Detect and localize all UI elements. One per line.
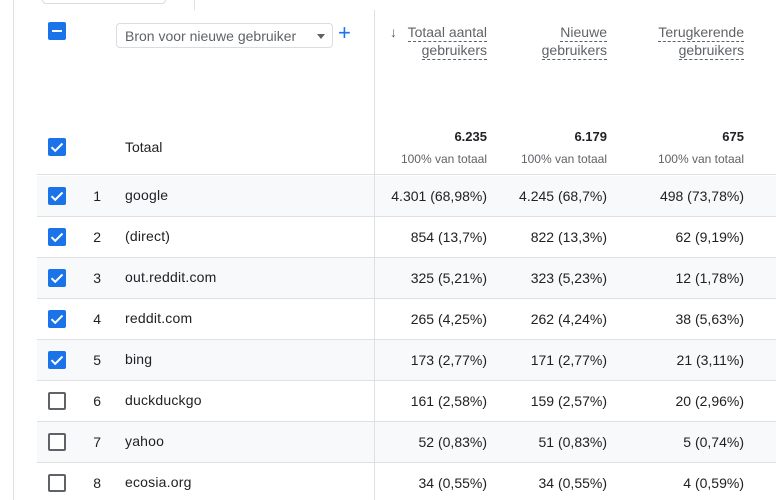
- row-new-users: 4.245 (68,7%): [519, 188, 607, 204]
- row-returning-users: 20 (2,96%): [675, 393, 744, 409]
- column-divider: [374, 10, 375, 500]
- row-total-users: 52 (0,83%): [418, 434, 487, 450]
- table-row[interactable]: 1 google 4.301 (68,98%) 4.245 (68,7%) 49…: [37, 176, 776, 217]
- totals-label: Totaal: [125, 139, 163, 155]
- table-header: Bron voor nieuwe gebruiker + ↓ Totaal aa…: [37, 10, 776, 175]
- row-checkbox[interactable]: [48, 392, 66, 410]
- row-index: 2: [93, 229, 101, 245]
- row-index: 3: [93, 270, 101, 286]
- check-icon: [50, 355, 64, 366]
- dimension-dropdown[interactable]: Bron voor nieuwe gebruiker: [116, 23, 333, 48]
- table-row[interactable]: 8 ecosia.org 34 (0,55%) 34 (0,55%) 4 (0,…: [37, 463, 776, 500]
- row-total-users: 4.301 (68,98%): [391, 188, 487, 204]
- table-row[interactable]: 2 (direct) 854 (13,7%) 822 (13,3%) 62 (9…: [37, 217, 776, 258]
- row-checkbox[interactable]: [48, 228, 66, 246]
- table-row[interactable]: 5 bing 173 (2,77%) 171 (2,77%) 21 (3,11%…: [37, 340, 776, 381]
- row-new-users: 822 (13,3%): [530, 229, 607, 245]
- row-total-users: 173 (2,77%): [410, 352, 487, 368]
- table-row[interactable]: 4 reddit.com 265 (4,25%) 262 (4,24%) 38 …: [37, 299, 776, 340]
- row-source: yahoo: [125, 433, 165, 449]
- row-returning-users: 21 (3,11%): [676, 352, 744, 368]
- check-icon: [50, 273, 64, 284]
- select-all-checkbox[interactable]: [48, 22, 66, 40]
- row-new-users: 51 (0,83%): [538, 434, 607, 450]
- row-checkbox[interactable]: [48, 351, 66, 369]
- totals-checkbox[interactable]: [48, 138, 66, 156]
- row-index: 1: [93, 188, 101, 204]
- minus-icon: [52, 30, 62, 32]
- row-source: out.reddit.com: [125, 269, 217, 285]
- total-sub-total-users: 100% van totaal: [400, 152, 487, 166]
- row-returning-users: 5 (0,74%): [683, 434, 744, 450]
- sort-arrow-down-icon[interactable]: ↓: [390, 24, 397, 40]
- column-header-line1: Totaal aantal: [407, 24, 487, 42]
- check-icon: [50, 191, 64, 202]
- row-new-users: 34 (0,55%): [538, 475, 607, 491]
- row-checkbox[interactable]: [48, 433, 66, 451]
- row-source: google: [125, 187, 169, 203]
- row-index: 7: [93, 434, 101, 450]
- row-total-users: 161 (2,58%): [410, 393, 487, 409]
- row-total-users: 325 (5,21%): [410, 270, 487, 286]
- left-gutter: [0, 0, 14, 500]
- row-source: (direct): [125, 228, 171, 244]
- total-value-returning-users: 675: [722, 129, 744, 144]
- top-divider: [194, 0, 195, 10]
- row-new-users: 171 (2,77%): [530, 352, 607, 368]
- check-icon: [50, 232, 64, 243]
- table-row[interactable]: 3 out.reddit.com 325 (5,21%) 323 (5,23%)…: [37, 258, 776, 299]
- table-row[interactable]: 7 yahoo 52 (0,83%) 51 (0,83%) 5 (0,74%): [37, 422, 776, 463]
- row-checkbox[interactable]: [48, 269, 66, 287]
- row-total-users: 34 (0,55%): [418, 475, 487, 491]
- row-total-users: 265 (4,25%): [410, 311, 487, 327]
- total-value-total-users: 6.235: [454, 129, 487, 144]
- column-header-line2: gebruikers: [421, 42, 487, 60]
- row-checkbox[interactable]: [48, 474, 66, 492]
- caret-down-icon: [317, 34, 325, 39]
- column-header-line2: gebruikers: [678, 42, 744, 60]
- row-source: reddit.com: [125, 310, 193, 326]
- row-returning-users: 38 (5,63%): [675, 311, 744, 327]
- row-returning-users: 12 (1,78%): [675, 270, 744, 286]
- row-returning-users: 62 (9,19%): [675, 229, 744, 245]
- total-sub-returning-users: 100% van totaal: [657, 152, 744, 166]
- row-checkbox[interactable]: [48, 187, 66, 205]
- column-header-returning-users[interactable]: Terugkerende gebruikers: [634, 23, 744, 60]
- column-header-total-users[interactable]: Totaal aantal gebruikers: [377, 23, 487, 60]
- row-new-users: 159 (2,57%): [530, 393, 607, 409]
- total-sub-new-users: 100% van totaal: [520, 152, 607, 166]
- total-value-new-users: 6.179: [574, 129, 607, 144]
- dimension-dropdown-label: Bron voor nieuwe gebruiker: [125, 28, 297, 44]
- row-source: bing: [125, 351, 153, 367]
- row-index: 8: [93, 475, 101, 491]
- row-source: ecosia.org: [125, 474, 192, 490]
- row-returning-users: 498 (73,78%): [659, 188, 744, 204]
- row-index: 4: [93, 311, 101, 327]
- row-index: 5: [93, 352, 101, 368]
- row-source: duckduckgo: [125, 392, 202, 408]
- row-returning-users: 4 (0,59%): [683, 475, 744, 491]
- check-icon: [50, 142, 64, 153]
- add-dimension-plus-icon[interactable]: +: [338, 20, 351, 45]
- table-row[interactable]: 6 duckduckgo 161 (2,58%) 159 (2,57%) 20 …: [37, 381, 776, 422]
- top-tab[interactable]: [42, 0, 166, 4]
- column-header-line2: gebruikers: [541, 42, 607, 60]
- row-new-users: 262 (4,24%): [530, 311, 607, 327]
- check-icon: [50, 314, 64, 325]
- row-checkbox[interactable]: [48, 310, 66, 328]
- column-header-line1: Nieuwe: [560, 24, 607, 42]
- row-total-users: 854 (13,7%): [410, 229, 487, 245]
- column-header-new-users[interactable]: Nieuwe gebruikers: [497, 23, 607, 60]
- row-new-users: 323 (5,23%): [530, 270, 607, 286]
- column-header-line1: Terugkerende: [658, 24, 744, 42]
- row-index: 6: [93, 393, 101, 409]
